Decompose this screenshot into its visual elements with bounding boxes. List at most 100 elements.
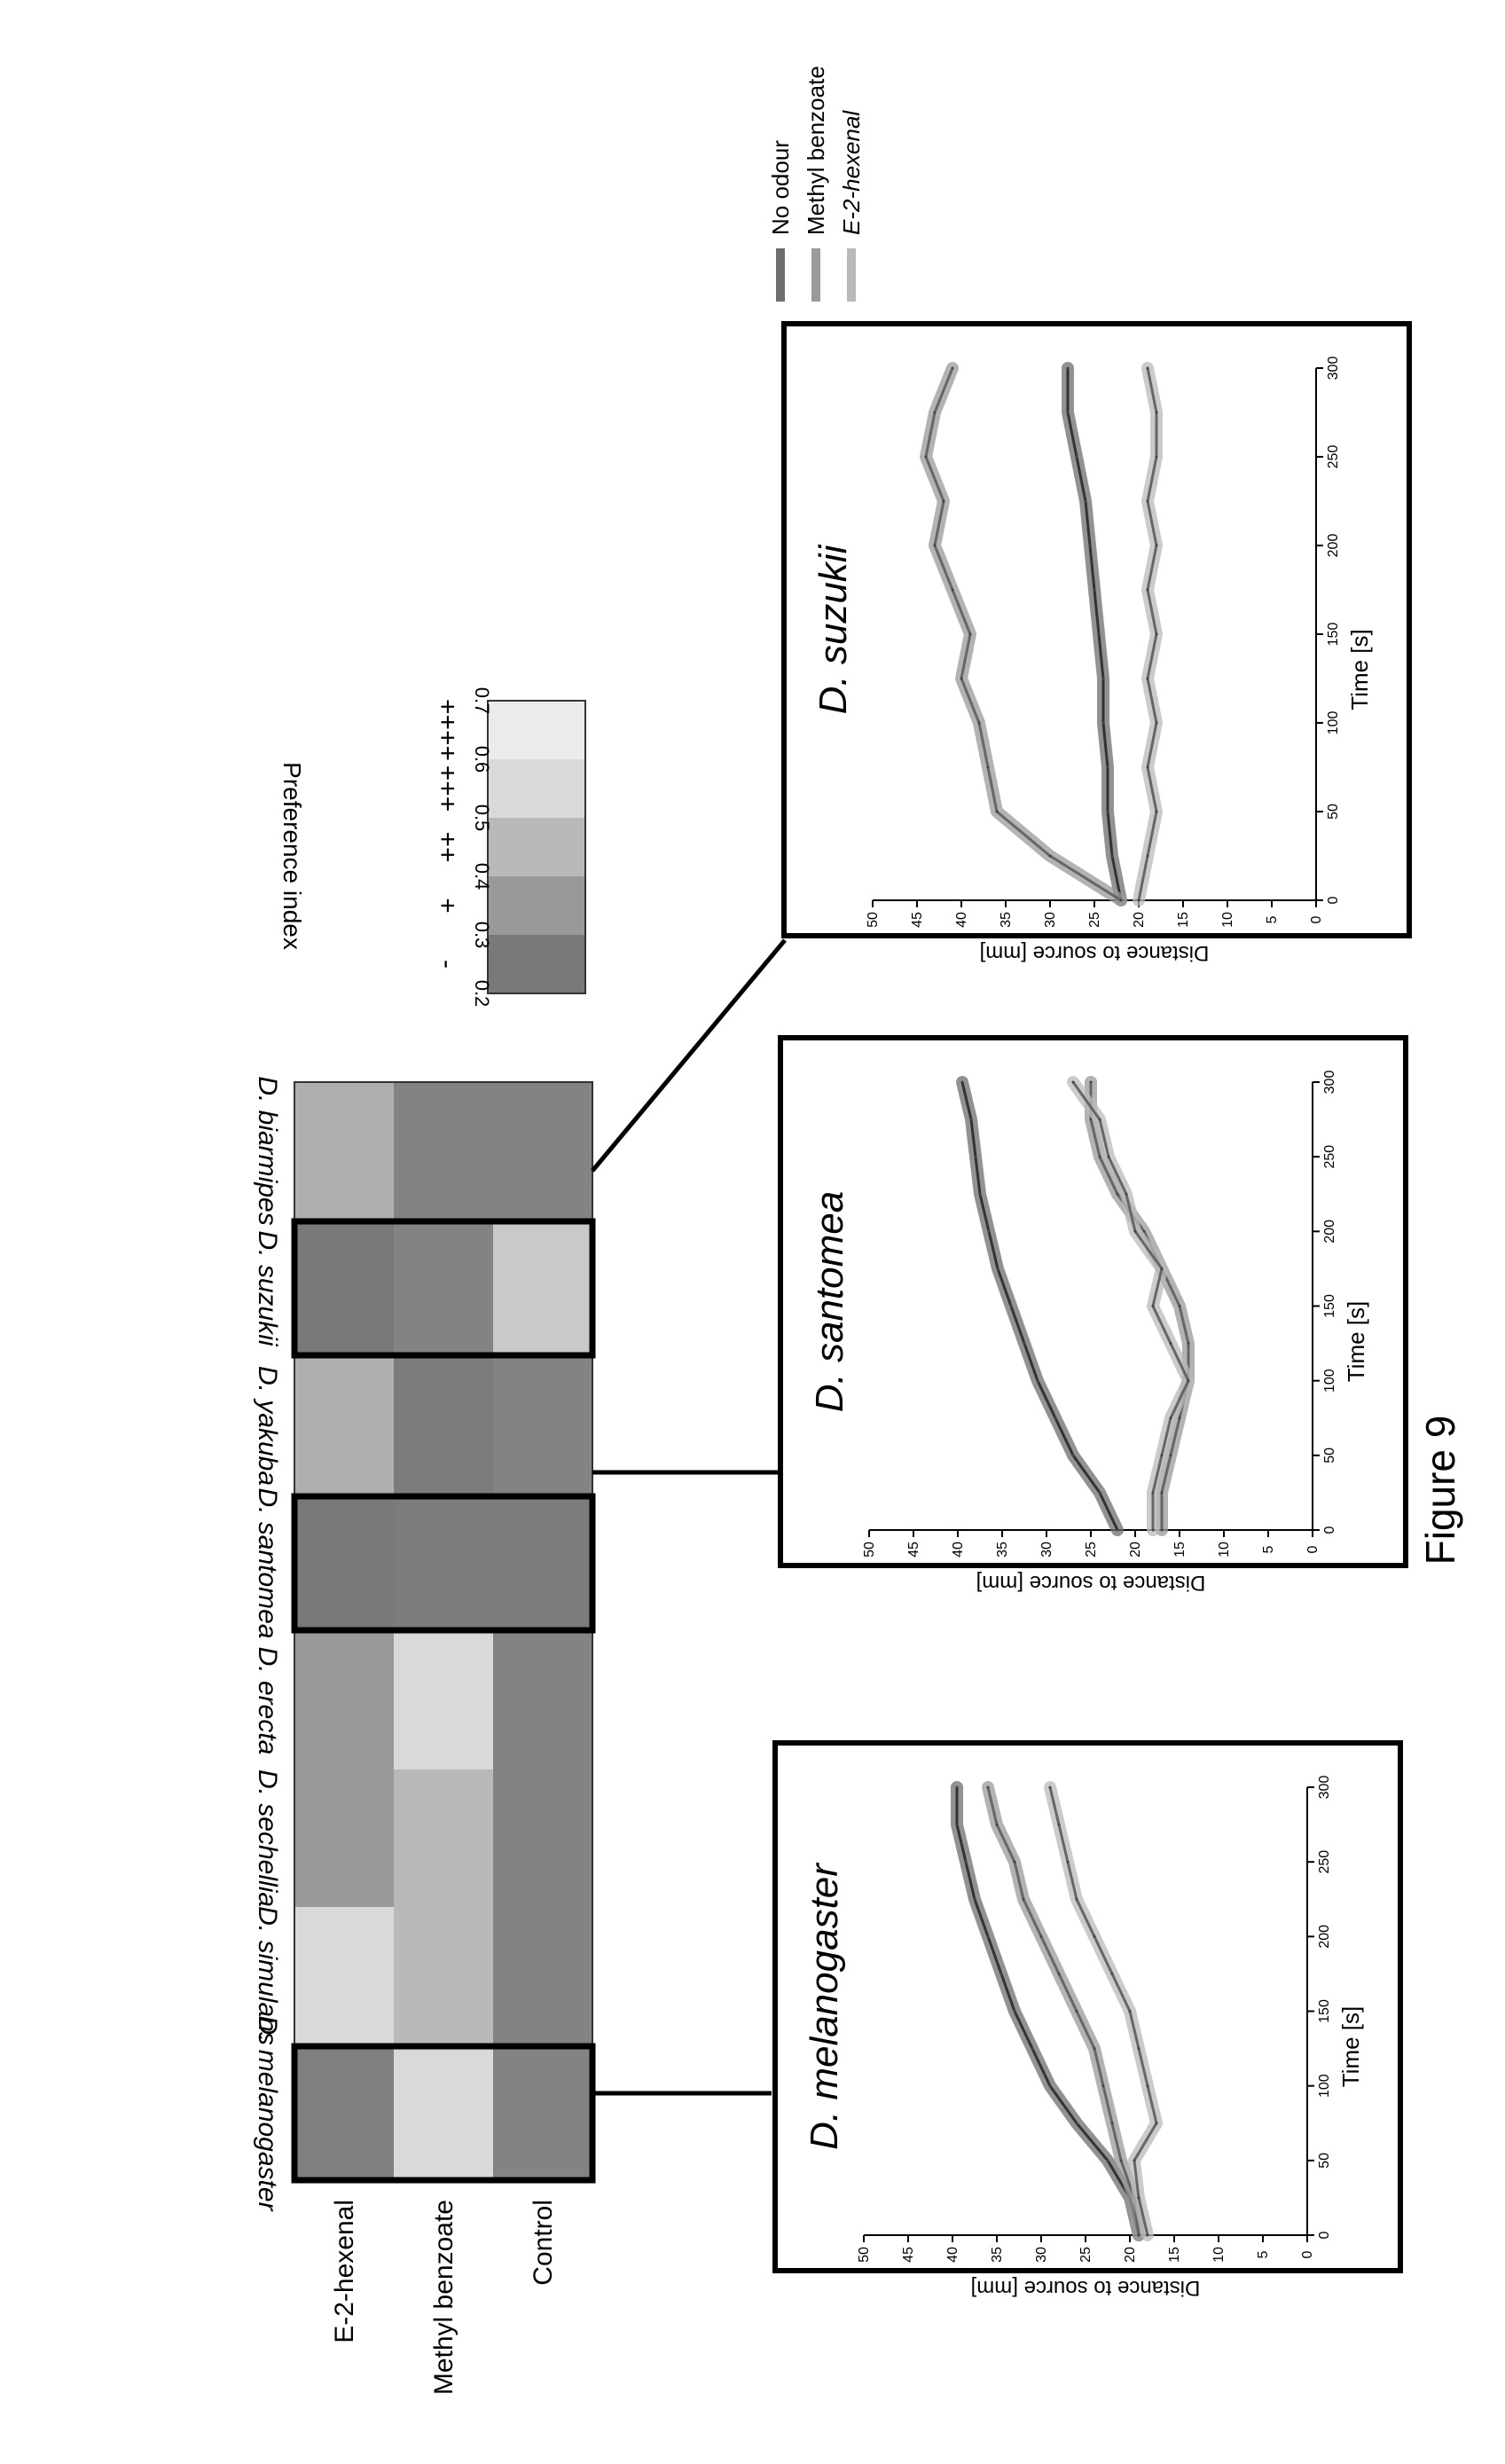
series-point [1098, 1155, 1101, 1158]
series-point [1106, 2159, 1109, 2162]
y-tick-label: 35 [990, 2247, 1005, 2263]
heatmap-cell [294, 1220, 394, 1357]
y-tick-label: 15 [1172, 1542, 1188, 1558]
series-point [942, 499, 945, 503]
heatmap-column-label: D. yakuba [253, 1366, 282, 1486]
y-tick-label: 50 [866, 912, 881, 928]
series-point [1013, 2010, 1016, 2013]
y-tick-label: 0 [1305, 1545, 1321, 1553]
colorbar-cells [487, 700, 586, 994]
heatmap-column-label: D. erecta [253, 1647, 282, 1755]
legend: No odour Methyl benzoate E-2-hexenal [767, 66, 865, 302]
panel-santomea: 0 50 100 150 200 250 300 0 5 10 15 20 25 30 35 40 45 50 Ti… [778, 1035, 1408, 1595]
series-point [1075, 1897, 1078, 1901]
series-point [1093, 2047, 1096, 2051]
series-point [1116, 1192, 1119, 1196]
series-point [986, 765, 990, 769]
series-point [1093, 1934, 1096, 1938]
colorbar-cell [488, 818, 585, 876]
y-tick-label: 20 [1128, 1542, 1143, 1558]
y-tick-label: 50 [862, 1542, 877, 1558]
series-point [1106, 810, 1109, 813]
colorbar-title: Preference index [278, 762, 306, 950]
x-tick-label: 50 [1317, 2153, 1332, 2169]
series-point [1133, 1229, 1137, 1233]
series-point [1116, 1528, 1119, 1532]
colorbar-tick-label: 0.2 [471, 980, 493, 1008]
heatmap-cell [493, 1632, 592, 1770]
series-point [1084, 499, 1087, 503]
x-tick-label: 250 [1322, 1145, 1337, 1169]
heatmap-row-label: E-2-hexenal [330, 2200, 359, 2343]
y-axis-label: Distance to source [mm] [976, 1571, 1206, 1595]
x-axis-label: Time [s] [1346, 629, 1373, 710]
series-point [1107, 1155, 1110, 1158]
series-point [1039, 1934, 1043, 1938]
series-point [1101, 721, 1105, 725]
series-point [1089, 1080, 1093, 1084]
series-point [960, 1080, 964, 1084]
series-point [978, 1192, 982, 1196]
panel-suzukii: 0 50 100 150 200 250 300 0 5 10 15 20 25 30 35 40 45 50 Ti… [781, 321, 1412, 965]
heatmap-cell [394, 1770, 493, 1907]
legend-label: No odour [767, 140, 794, 235]
heatmap-cell [394, 1357, 493, 1495]
series-point [977, 721, 981, 725]
y-tick-label: 35 [999, 912, 1014, 928]
heatmap-highlights [291, 1218, 596, 2184]
series-line [924, 367, 1122, 902]
series-point [1137, 2047, 1141, 2051]
heatmap-column-label: D. biarmipes [253, 1076, 282, 1225]
heatmap-cell [394, 1495, 493, 1632]
series-point [1110, 1972, 1114, 1975]
series-point [1187, 1342, 1190, 1346]
x-tick-label: 150 [1317, 1999, 1332, 2023]
series-point [1066, 411, 1070, 414]
connector-lines [591, 938, 787, 2096]
colorbar: 0.20.30.40.50.60.7 -++++++++++ Preferenc… [278, 687, 586, 1008]
connector-suzukii [591, 938, 787, 1173]
series-point [1146, 2233, 1149, 2237]
series-point [1125, 1192, 1128, 1196]
x-tick-label: 300 [1317, 1776, 1332, 1800]
x-tick-label: 0 [1317, 2231, 1332, 2239]
colorbar-level-label: + [433, 898, 462, 914]
heatmap-cell [394, 1082, 493, 1220]
series-point [1155, 544, 1158, 547]
series-point [1106, 765, 1109, 769]
heatmap-cell [493, 1770, 592, 1907]
x-tick-label: 0 [1326, 896, 1341, 904]
y-tick-label: 15 [1176, 912, 1191, 928]
x-axis-label: Time [s] [1343, 1301, 1369, 1382]
y-tick-label: 40 [954, 912, 969, 928]
y-tick-label: 20 [1132, 912, 1147, 928]
series-point [1054, 1416, 1057, 1420]
colorbar-cell [488, 759, 585, 818]
series-point [1187, 1379, 1190, 1383]
y-tick-label: 25 [1087, 912, 1102, 928]
series-point [1088, 544, 1092, 547]
colorbar-level-label: - [433, 960, 462, 969]
series-point [1169, 1342, 1172, 1346]
colorbar-level-label: ++ [433, 831, 462, 862]
series-point [1110, 854, 1114, 858]
series-point [951, 588, 954, 592]
heatmap-cell [294, 2044, 394, 2182]
y-tick-label: 25 [1078, 2247, 1093, 2263]
heatmap-cell [294, 1907, 394, 2044]
series-point [1155, 632, 1158, 636]
colorbar-tick-label: 0.4 [471, 863, 493, 891]
x-tick-label: 100 [1317, 2074, 1332, 2098]
x-tick-label: 0 [1322, 1526, 1337, 1534]
y-axis-label: Distance to source [mm] [971, 2276, 1201, 2300]
series-point [1169, 1416, 1172, 1420]
x-tick-label: 300 [1326, 357, 1341, 381]
panel-title: D. melanogaster [803, 1862, 846, 2150]
panel-title: D. santomea [808, 1191, 851, 1412]
legend-label: Methyl benzoate [803, 66, 829, 235]
heatmap-column-label: D. santomea [253, 1487, 282, 1638]
series-point [1048, 854, 1052, 858]
series-point [1160, 1528, 1164, 1532]
y-tick-label: 50 [857, 2247, 872, 2263]
